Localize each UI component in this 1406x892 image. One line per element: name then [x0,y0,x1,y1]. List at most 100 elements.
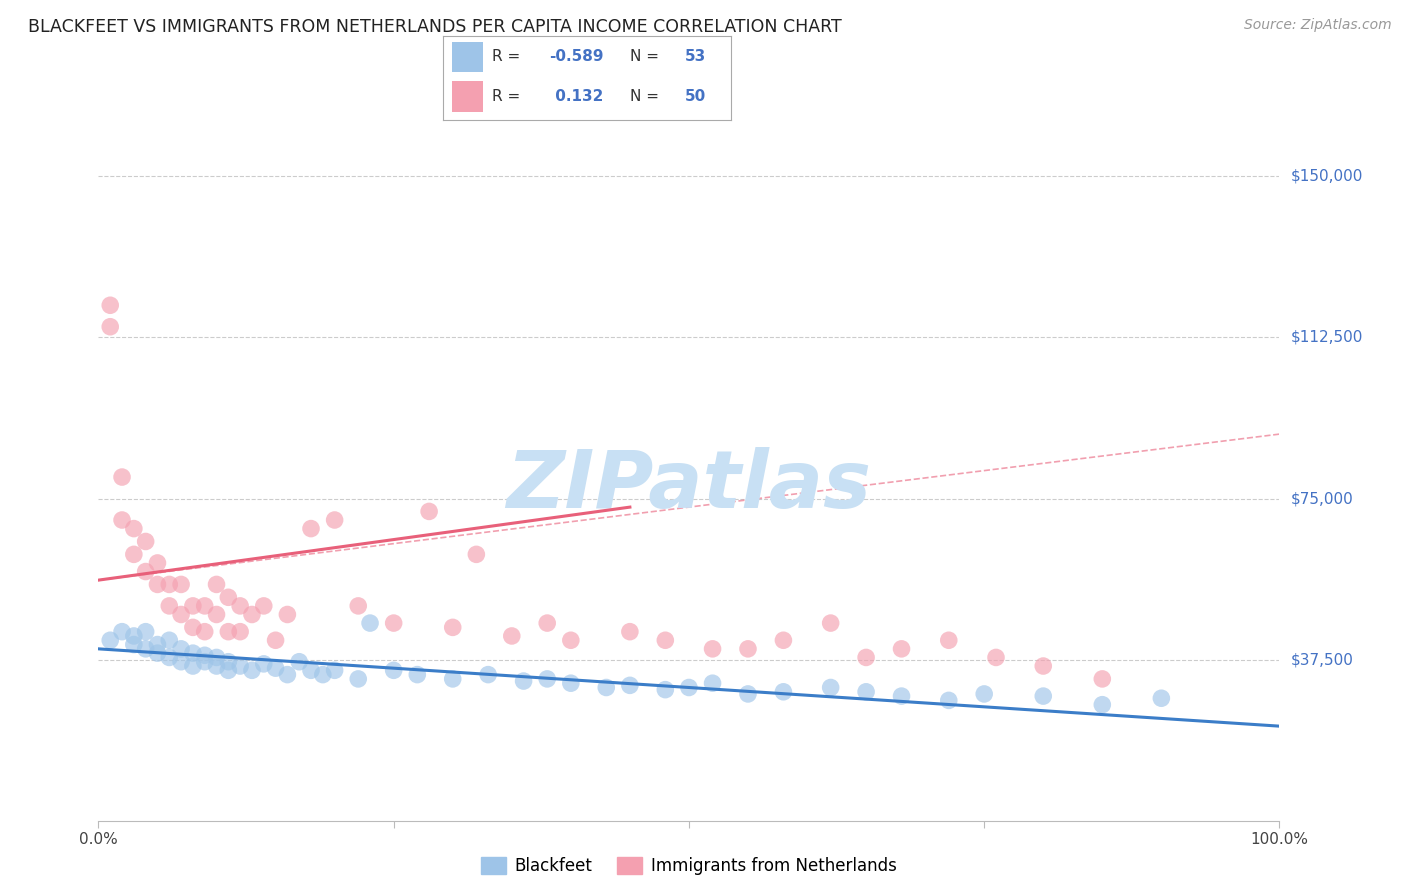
Immigrants from Netherlands [122,547,145,561]
Text: N =: N = [630,49,664,64]
Immigrants from Netherlands [418,504,440,518]
Text: 50: 50 [685,89,706,104]
Blackfeet [181,646,204,660]
Blackfeet [205,659,228,673]
Immigrants from Netherlands [170,607,193,622]
Immigrants from Netherlands [111,513,134,527]
Blackfeet [194,655,217,669]
Immigrants from Netherlands [938,633,960,648]
Legend: Blackfeet, Immigrants from Netherlands: Blackfeet, Immigrants from Netherlands [475,850,903,882]
Immigrants from Netherlands [135,565,157,579]
Immigrants from Netherlands [264,633,287,648]
Blackfeet [536,672,558,686]
Immigrants from Netherlands [194,599,217,613]
Text: N =: N = [630,89,664,104]
Immigrants from Netherlands [855,650,877,665]
Immigrants from Netherlands [98,298,121,312]
Blackfeet [170,655,193,669]
Blackfeet [217,655,239,669]
Blackfeet [512,674,534,689]
Immigrants from Netherlands [229,624,252,639]
Immigrants from Netherlands [890,641,912,656]
Immigrants from Netherlands [536,616,558,631]
Blackfeet [157,633,180,648]
Blackfeet [973,687,995,701]
Immigrants from Netherlands [382,616,405,631]
Blackfeet [170,641,193,656]
Immigrants from Netherlands [98,319,121,334]
Blackfeet [194,648,217,663]
Immigrants from Netherlands [465,547,488,561]
Blackfeet [98,633,121,648]
Immigrants from Netherlands [217,624,239,639]
Immigrants from Netherlands [654,633,676,648]
Immigrants from Netherlands [276,607,298,622]
Blackfeet [477,667,499,681]
Blackfeet [1091,698,1114,712]
Immigrants from Netherlands [146,556,169,570]
Immigrants from Netherlands [205,577,228,591]
Bar [451,42,484,72]
Blackfeet [122,629,145,643]
Text: 0.132: 0.132 [550,89,603,104]
Blackfeet [312,667,335,681]
Immigrants from Netherlands [820,616,842,631]
Blackfeet [205,650,228,665]
Immigrants from Netherlands [560,633,582,648]
Text: R =: R = [492,89,524,104]
Blackfeet [135,624,157,639]
Blackfeet [678,681,700,695]
Immigrants from Netherlands [122,522,145,536]
Blackfeet [441,672,464,686]
Immigrants from Netherlands [146,577,169,591]
Immigrants from Netherlands [501,629,523,643]
Text: Source: ZipAtlas.com: Source: ZipAtlas.com [1244,18,1392,32]
Blackfeet [323,663,346,677]
Blackfeet [240,663,263,677]
Blackfeet [359,616,381,631]
Immigrants from Netherlands [135,534,157,549]
Blackfeet [229,659,252,673]
Immigrants from Netherlands [619,624,641,639]
Text: $37,500: $37,500 [1291,652,1354,667]
Immigrants from Netherlands [1091,672,1114,686]
Blackfeet [253,657,276,671]
Immigrants from Netherlands [323,513,346,527]
Immigrants from Netherlands [1032,659,1054,673]
Blackfeet [595,681,617,695]
Immigrants from Netherlands [170,577,193,591]
Blackfeet [1032,689,1054,703]
Blackfeet [855,685,877,699]
Blackfeet [702,676,724,690]
Immigrants from Netherlands [181,599,204,613]
Immigrants from Netherlands [737,641,759,656]
Text: $112,500: $112,500 [1291,330,1362,345]
Blackfeet [111,624,134,639]
Immigrants from Netherlands [157,599,180,613]
Blackfeet [406,667,429,681]
Blackfeet [619,678,641,692]
Blackfeet [772,685,794,699]
Immigrants from Netherlands [702,641,724,656]
Blackfeet [560,676,582,690]
Blackfeet [122,638,145,652]
Blackfeet [276,667,298,681]
Blackfeet [1150,691,1173,706]
Blackfeet [299,663,322,677]
Text: 53: 53 [685,49,706,64]
Blackfeet [146,638,169,652]
Blackfeet [820,681,842,695]
Immigrants from Netherlands [194,624,217,639]
Text: -0.589: -0.589 [550,49,605,64]
Text: R =: R = [492,49,524,64]
Immigrants from Netherlands [157,577,180,591]
Immigrants from Netherlands [772,633,794,648]
Blackfeet [135,641,157,656]
Text: $150,000: $150,000 [1291,169,1362,184]
Blackfeet [288,655,311,669]
Blackfeet [737,687,759,701]
Bar [451,81,484,112]
Blackfeet [347,672,370,686]
Immigrants from Netherlands [229,599,252,613]
Immigrants from Netherlands [111,470,134,484]
